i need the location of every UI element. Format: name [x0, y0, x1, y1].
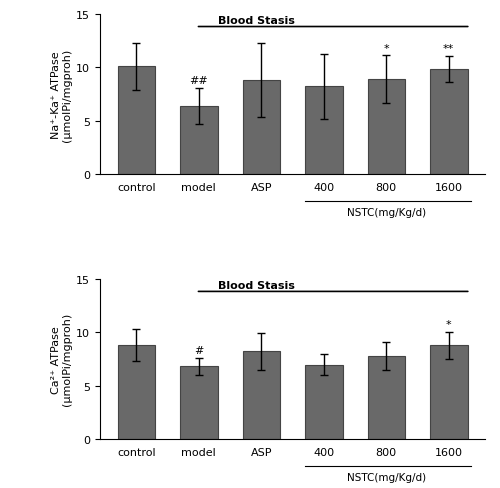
Bar: [368, 80, 405, 175]
Text: *: *: [446, 319, 452, 329]
Y-axis label: Ca²⁺ ATPase
(μmolPi/mgproh): Ca²⁺ ATPase (μmolPi/mgproh): [50, 313, 72, 406]
Text: *: *: [384, 43, 389, 54]
Text: Blood Stasis: Blood Stasis: [218, 16, 294, 26]
Bar: [242, 352, 280, 439]
Bar: [118, 345, 155, 439]
Bar: [180, 366, 218, 439]
Text: NSTC(mg/Kg/d): NSTC(mg/Kg/d): [346, 208, 426, 218]
Text: Blood Stasis: Blood Stasis: [218, 280, 294, 290]
Text: #: #: [194, 346, 203, 355]
Bar: [180, 106, 218, 175]
Bar: [305, 365, 343, 439]
Text: NSTC(mg/Kg/d): NSTC(mg/Kg/d): [346, 472, 426, 482]
Bar: [305, 87, 343, 175]
Y-axis label: Na⁺-Ka⁺ ATPase
(μmolPi/mgproh): Na⁺-Ka⁺ ATPase (μmolPi/mgproh): [50, 48, 72, 141]
Bar: [430, 346, 468, 439]
Bar: [368, 356, 405, 439]
Bar: [118, 67, 155, 175]
Bar: [430, 70, 468, 175]
Text: **: **: [443, 44, 454, 54]
Bar: [242, 81, 280, 175]
Text: ##: ##: [190, 76, 208, 86]
